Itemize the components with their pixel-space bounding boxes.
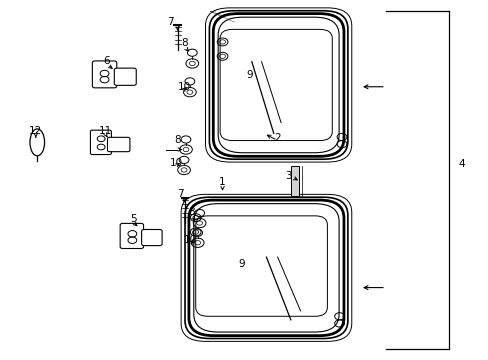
Bar <box>290 166 299 196</box>
Text: 4: 4 <box>457 159 464 169</box>
Text: 1: 1 <box>219 177 225 187</box>
Text: 10: 10 <box>169 158 183 168</box>
Text: 9: 9 <box>238 259 245 269</box>
Text: 5: 5 <box>130 214 136 224</box>
Text: 3: 3 <box>285 171 291 181</box>
Text: 8: 8 <box>188 207 195 217</box>
Text: 12: 12 <box>29 126 42 135</box>
FancyBboxPatch shape <box>90 130 111 154</box>
FancyBboxPatch shape <box>107 137 130 152</box>
Text: 10: 10 <box>177 82 190 92</box>
Text: 10: 10 <box>184 235 197 245</box>
Text: 6: 6 <box>103 56 110 66</box>
Text: 8: 8 <box>174 135 180 145</box>
FancyBboxPatch shape <box>120 224 143 248</box>
Text: 7: 7 <box>167 17 173 27</box>
FancyBboxPatch shape <box>114 68 136 85</box>
FancyBboxPatch shape <box>92 61 117 88</box>
Text: 11: 11 <box>99 126 112 135</box>
FancyBboxPatch shape <box>142 229 162 246</box>
Text: 7: 7 <box>177 189 183 199</box>
Text: 9: 9 <box>245 70 252 80</box>
Text: 8: 8 <box>182 38 188 48</box>
Text: 2: 2 <box>274 133 281 143</box>
Ellipse shape <box>30 129 44 156</box>
